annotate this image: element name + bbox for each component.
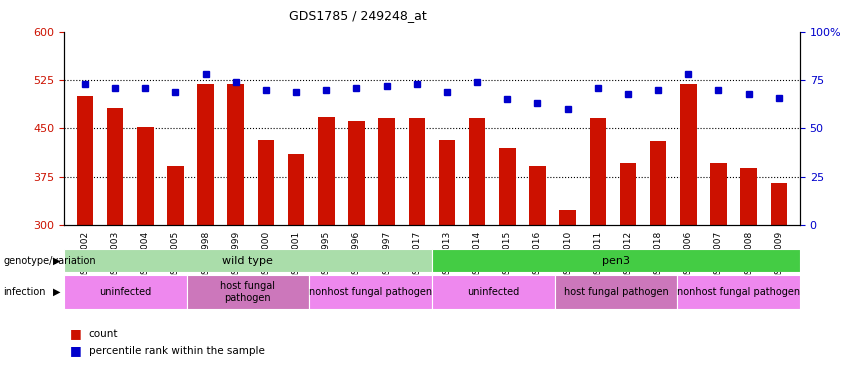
Bar (64, 249, 431, 272)
Bar (620, 162, 637, 225)
Text: nonhost fungal pathogen: nonhost fungal pathogen (309, 287, 432, 297)
Bar (529, 166, 545, 225)
Bar (770, 183, 787, 225)
Text: ■: ■ (70, 344, 82, 357)
Bar (197, 84, 214, 225)
Bar (469, 118, 485, 225)
Bar (431, 249, 800, 272)
Bar (64, 275, 186, 309)
Text: count: count (89, 329, 118, 339)
Text: host fungal pathogen: host fungal pathogen (563, 287, 668, 297)
Bar (107, 108, 123, 225)
Bar (288, 154, 305, 225)
Bar (348, 121, 365, 225)
Bar (167, 166, 184, 225)
Text: uninfected: uninfected (99, 287, 151, 297)
Text: nonhost fungal pathogen: nonhost fungal pathogen (677, 287, 800, 297)
Text: percentile rank within the sample: percentile rank within the sample (89, 346, 265, 355)
Text: infection: infection (3, 287, 46, 297)
Bar (740, 168, 757, 225)
Bar (677, 275, 800, 309)
Bar (711, 162, 727, 225)
Bar (555, 275, 677, 309)
Bar (438, 140, 455, 225)
Text: genotype/variation: genotype/variation (3, 256, 96, 266)
Bar (499, 148, 516, 225)
Bar (137, 126, 153, 225)
Bar (318, 117, 334, 225)
Text: wild type: wild type (222, 256, 273, 266)
Bar (680, 84, 697, 225)
Bar (590, 118, 606, 225)
Bar (650, 141, 666, 225)
Text: pen3: pen3 (602, 256, 630, 266)
Bar (309, 275, 431, 309)
Text: ▶: ▶ (54, 256, 60, 266)
Bar (559, 210, 576, 225)
Bar (379, 118, 395, 225)
Bar (77, 96, 94, 225)
Bar (408, 118, 426, 225)
Text: uninfected: uninfected (467, 287, 519, 297)
Bar (431, 275, 555, 309)
Bar (227, 84, 244, 225)
Text: ■: ■ (70, 327, 82, 340)
Bar (186, 275, 309, 309)
Bar (258, 140, 274, 225)
Text: GDS1785 / 249248_at: GDS1785 / 249248_at (288, 9, 426, 22)
Text: ▶: ▶ (54, 287, 60, 297)
Text: host fungal
pathogen: host fungal pathogen (220, 281, 276, 303)
